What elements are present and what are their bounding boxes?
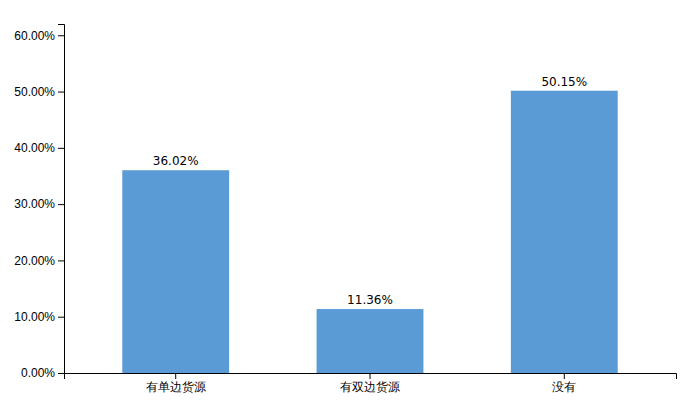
data-label: 36.02%: [153, 154, 199, 168]
x-tick-label: 没有: [552, 380, 576, 394]
x-tick-label: 有双边货源: [340, 380, 400, 394]
y-tick-mark: [58, 204, 64, 205]
y-tick-mark: [58, 260, 64, 261]
x-tick: 有双边货源: [340, 373, 400, 394]
x-axis: 有单边货源 有双边货源 没有: [65, 373, 677, 394]
y-tick-label: 60.00%: [14, 29, 55, 43]
x-tick-label: 有单边货源: [146, 380, 206, 394]
y-tick-label: 10.00%: [14, 310, 55, 324]
plot: 0.00% 10.00% 20.00% 30.00% 40.00% 50.00% 60.00…: [14, 25, 676, 394]
y-tick-mark: [58, 92, 64, 93]
y-tick-mark: [58, 373, 64, 374]
y-tick-label: 50.00%: [14, 85, 55, 99]
y-tick-mark: [58, 148, 64, 149]
data-labels: 36.02% 11.36% 50.15%: [153, 75, 587, 307]
y-tick-label: 30.00%: [14, 197, 55, 211]
y-tick-mark: [58, 317, 64, 318]
y-axis: 0.00% 10.00% 20.00% 30.00% 40.00% 50.00% 60.00…: [14, 25, 64, 381]
y-tick: 0.00%: [21, 366, 64, 380]
bar: [122, 170, 229, 373]
x-tick-mark: [175, 373, 176, 379]
y-tick: 20.00%: [14, 254, 64, 268]
x-axis-line: [65, 374, 677, 380]
y-tick-label: 20.00%: [14, 254, 55, 268]
y-tick: 60.00%: [14, 29, 64, 43]
y-tick-label: 0.00%: [21, 366, 55, 380]
y-tick: 30.00%: [14, 197, 64, 211]
y-tick: 10.00%: [14, 310, 64, 324]
bar: [511, 91, 618, 373]
x-tick: 有单边货源: [146, 373, 206, 394]
x-tick: 没有: [552, 373, 576, 394]
y-tick: 50.00%: [14, 85, 64, 99]
data-label: 50.15%: [541, 75, 587, 89]
y-tick-label: 40.00%: [14, 141, 55, 155]
y-tick: 40.00%: [14, 141, 64, 155]
y-tick-mark: [58, 35, 64, 36]
x-tick-mark: [564, 373, 565, 379]
y-axis-line: [58, 25, 65, 374]
bars: [122, 91, 617, 373]
chart-svg: 0.00% 10.00% 20.00% 30.00% 40.00% 50.00% 60.00…: [0, 0, 700, 413]
bar: [317, 309, 424, 373]
x-tick-mark: [370, 373, 371, 379]
data-label: 11.36%: [347, 293, 393, 307]
